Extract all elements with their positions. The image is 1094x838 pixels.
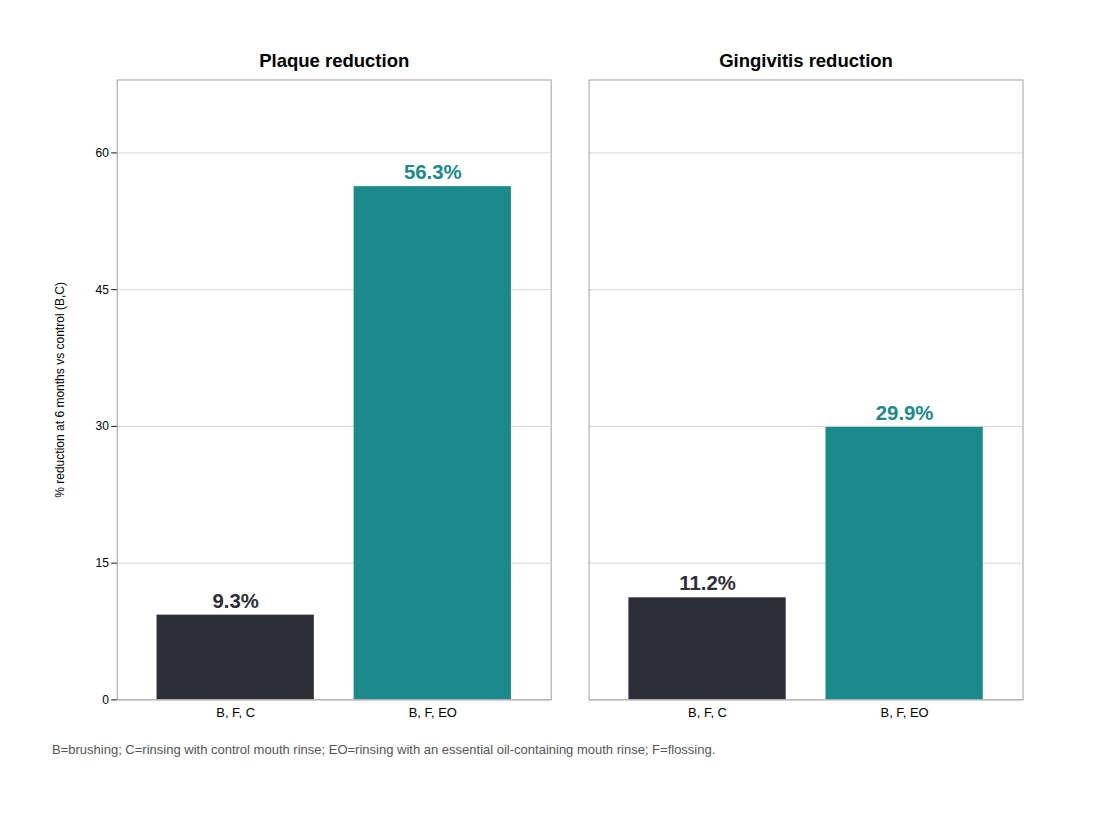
svg-text:B, F, C: B, F, C [216,705,255,720]
svg-text:% reduction at 6 months vs con: % reduction at 6 months vs control (B,C) [53,282,67,498]
svg-text:29.9%: 29.9% [876,402,934,424]
svg-text:Plaque reduction: Plaque reduction [259,50,409,71]
svg-text:B, F, C: B, F, C [688,705,727,720]
svg-text:30: 30 [96,419,110,433]
svg-text:0: 0 [102,693,109,707]
svg-text:11.2%: 11.2% [679,572,736,594]
svg-text:15: 15 [96,556,110,570]
svg-text:9.3%: 9.3% [212,590,258,612]
svg-text:B, F, EO: B, F, EO [881,705,929,720]
svg-text:60: 60 [96,146,110,160]
svg-text:Gingivitis reduction: Gingivitis reduction [719,50,893,71]
svg-text:45: 45 [96,282,110,296]
svg-text:B, F, EO: B, F, EO [409,705,457,720]
html-text:B=brushing; C=rinsing with con: B=brushing; C=rinsing with control mouth… [52,742,716,758]
svg-text:56.3%: 56.3% [404,161,462,183]
